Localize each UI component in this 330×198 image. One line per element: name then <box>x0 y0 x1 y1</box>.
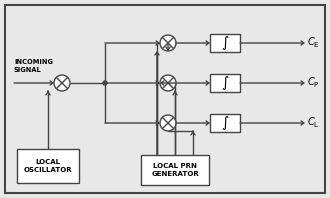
Text: ∫: ∫ <box>221 116 229 130</box>
Text: LOCAL
OSCILLATOR: LOCAL OSCILLATOR <box>24 160 72 172</box>
Bar <box>210 74 240 92</box>
Text: C: C <box>308 37 315 47</box>
Text: LOCAL PRN
GENERATOR: LOCAL PRN GENERATOR <box>151 164 199 176</box>
Circle shape <box>160 35 176 51</box>
Bar <box>210 34 240 52</box>
Bar <box>210 114 240 132</box>
Text: L: L <box>314 122 317 128</box>
Text: C: C <box>308 77 315 87</box>
Text: ∫: ∫ <box>221 76 229 90</box>
Text: INCOMING
SIGNAL: INCOMING SIGNAL <box>14 60 53 72</box>
Circle shape <box>103 81 107 85</box>
Text: ∫: ∫ <box>221 36 229 50</box>
Bar <box>17 149 79 183</box>
Text: E: E <box>314 42 318 48</box>
Text: C: C <box>308 117 315 127</box>
Text: P: P <box>314 82 317 88</box>
Circle shape <box>160 75 176 91</box>
Circle shape <box>160 115 176 131</box>
Bar <box>141 155 209 185</box>
Circle shape <box>54 75 70 91</box>
